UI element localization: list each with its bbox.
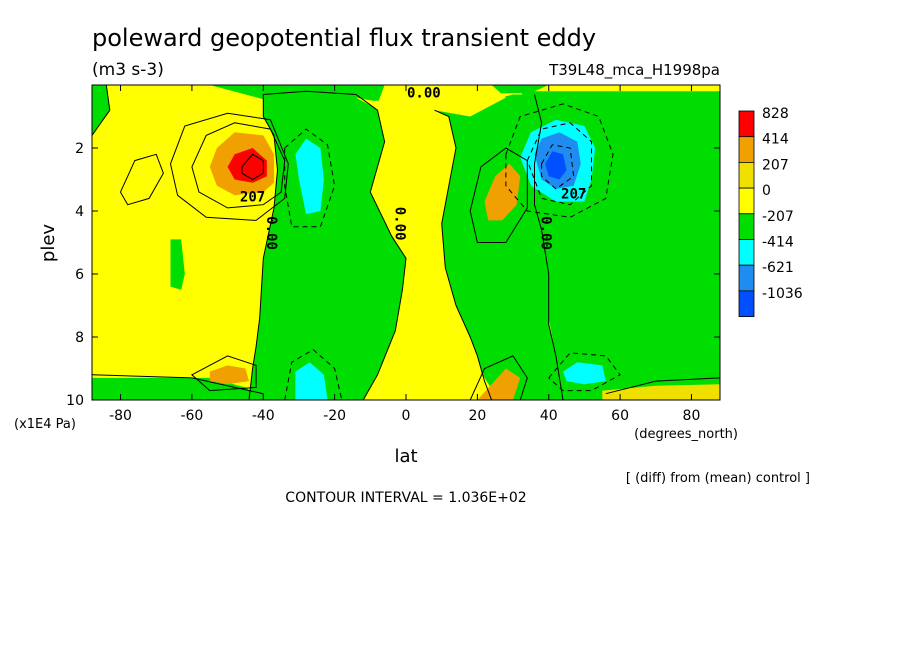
- y-tick-label: 6: [75, 267, 84, 283]
- contour-line: [119, 153, 164, 206]
- contour-line: [534, 94, 564, 400]
- contour-line: [434, 109, 493, 400]
- fill-dblue-right-core: [545, 151, 567, 180]
- colorbar: 828 414 207 0 -207 -414 -621 -1036: [738, 106, 803, 317]
- fill-green-island-mid: [299, 252, 335, 325]
- contour-line: [505, 103, 614, 218]
- fill-orange-bottom-left: [209, 365, 249, 385]
- contour-lines: [92, 85, 720, 400]
- fill-orange-bottom-right: [602, 384, 720, 400]
- fill-orange-bottom-mid: [477, 368, 521, 400]
- x-tick-label: 20: [468, 408, 486, 424]
- experiment-label: T39L48_mca_H1998pa: [548, 61, 720, 80]
- x-units-label: (degrees_north): [634, 427, 738, 442]
- colorbar-swatch: [738, 290, 755, 317]
- contour-label: 0.00: [391, 207, 407, 241]
- units-label: (m3 s-3): [92, 60, 164, 80]
- colorbar-swatch: [738, 264, 755, 292]
- contour-line: [191, 122, 286, 209]
- fill-orange-right-mid: [484, 163, 521, 221]
- fill-green-island-left-lower: [170, 239, 185, 290]
- colorbar-label: -621: [762, 260, 794, 276]
- x-tick-label: -20: [323, 408, 346, 424]
- x-tick-label: -40: [252, 408, 275, 424]
- x-tick-label: -80: [109, 408, 132, 424]
- x-axis-label: lat: [394, 446, 417, 467]
- contour-line: [284, 348, 343, 400]
- contour-label: 207: [240, 190, 265, 206]
- contour-line: [284, 128, 336, 228]
- colorbar-swatch: [738, 110, 755, 138]
- colorbar-swatch: [738, 239, 755, 266]
- fill-green-left-edge: [92, 85, 110, 136]
- contour-line: [169, 112, 289, 221]
- contour-line: [541, 144, 575, 190]
- fill-yellow-top-center: [377, 85, 506, 117]
- colorbar-label: 0: [762, 183, 771, 199]
- fill-cyan-bottom-right: [563, 362, 606, 385]
- colorbar-label: 828: [762, 106, 789, 122]
- y-units-label: (x1E4 Pa): [14, 417, 76, 432]
- contour-label: 0.00: [538, 216, 554, 250]
- colorbar-swatch: [738, 136, 755, 163]
- contour-line: [92, 85, 111, 136]
- colorbar-label: -414: [762, 235, 794, 251]
- fill-green-bottom-left: [92, 377, 264, 400]
- fill-green-island-right: [491, 258, 510, 309]
- contour-label: 0.00: [407, 86, 441, 102]
- fill-cyan-bottom-left: [295, 362, 328, 400]
- contour-line: [263, 90, 407, 400]
- fill-cyan-left-top: [295, 138, 324, 215]
- y-tick-label: 2: [75, 141, 84, 157]
- contour-line: [248, 94, 279, 400]
- x-axis: -80 -60 -40 -20 0 20 40 60 80: [109, 85, 700, 424]
- x-tick-label: 40: [540, 408, 558, 424]
- colorbar-swatch: [738, 187, 755, 215]
- fill-yellow-central: [356, 97, 499, 400]
- contour-line: [469, 355, 528, 400]
- fill-green-island-top: [331, 138, 349, 167]
- y-tick-label: 8: [75, 330, 84, 346]
- colorbar-label: -207: [762, 209, 794, 225]
- colorbar-swatch: [738, 161, 755, 189]
- x-tick-label: 0: [402, 408, 411, 424]
- contour-label: 0.00: [263, 216, 279, 250]
- contour-line: [241, 153, 264, 181]
- contour-line: [548, 352, 621, 392]
- chart-title: poleward geopotential flux transient edd…: [92, 24, 596, 52]
- y-tick-label: 4: [75, 204, 84, 220]
- contour-line: [605, 377, 720, 395]
- comparison-note: [ (diff) from (mean) control ]: [626, 471, 810, 486]
- contour-labels: 0.00 207 207 0.00 0.00 0.00: [240, 86, 586, 250]
- y-tick-label: 10: [66, 393, 84, 409]
- colorbar-swatch: [738, 213, 755, 240]
- contour-line: [526, 122, 592, 206]
- contour-line: [191, 355, 257, 392]
- x-tick-label: -60: [180, 408, 203, 424]
- contour-interval-label: CONTOUR INTERVAL = 1.036E+02: [285, 490, 526, 506]
- colorbar-label: 207: [762, 157, 789, 173]
- colorbar-label: -1036: [762, 286, 803, 302]
- colorbar-label: 414: [762, 132, 789, 148]
- contour-line: [469, 147, 528, 243]
- y-axis: 2 4 6 8 10: [66, 141, 720, 409]
- plot-area: [92, 85, 720, 400]
- contour-line: [92, 374, 264, 395]
- x-tick-label: 80: [683, 408, 701, 424]
- x-tick-label: 60: [611, 408, 629, 424]
- contour-label: 207: [561, 186, 586, 202]
- y-axis-label: plev: [38, 224, 59, 263]
